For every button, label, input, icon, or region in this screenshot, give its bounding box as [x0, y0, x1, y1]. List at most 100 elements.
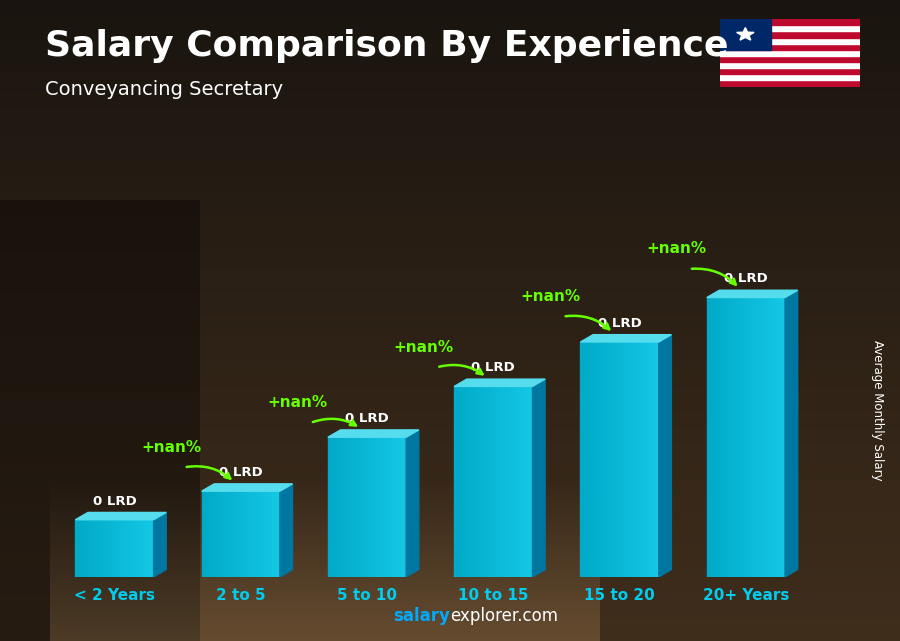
Bar [382, 437, 384, 577]
Bar [760, 297, 761, 577]
Bar [752, 297, 753, 577]
Bar [478, 387, 480, 577]
Bar [509, 387, 511, 577]
Bar [715, 297, 716, 577]
Bar [276, 491, 278, 577]
Text: 0 LRD: 0 LRD [346, 412, 389, 425]
Bar [387, 437, 389, 577]
Bar [210, 491, 212, 577]
Bar [720, 74, 859, 80]
Bar [736, 297, 738, 577]
Bar [351, 437, 354, 577]
Bar [128, 520, 130, 577]
Bar [720, 26, 859, 31]
Bar [342, 437, 344, 577]
Bar [758, 297, 760, 577]
Bar [485, 387, 488, 577]
Bar [103, 520, 104, 577]
Bar [720, 44, 859, 50]
Bar [756, 297, 758, 577]
Bar [250, 491, 253, 577]
Bar [624, 342, 625, 577]
Bar [121, 520, 122, 577]
Text: Conveyancing Secretary: Conveyancing Secretary [45, 80, 284, 99]
Bar [354, 437, 356, 577]
Bar [590, 342, 592, 577]
Bar [278, 491, 280, 577]
Bar [149, 520, 152, 577]
Bar [205, 491, 208, 577]
Bar [89, 520, 91, 577]
Bar [753, 297, 756, 577]
Bar [458, 387, 460, 577]
Bar [328, 437, 329, 577]
Bar [221, 491, 223, 577]
Text: +nan%: +nan% [267, 395, 328, 410]
Bar [114, 520, 116, 577]
Bar [126, 520, 128, 577]
Bar [651, 342, 652, 577]
Bar [641, 342, 644, 577]
Bar [466, 387, 468, 577]
Bar [233, 491, 235, 577]
Bar [582, 342, 584, 577]
Bar [229, 491, 231, 577]
Polygon shape [580, 335, 671, 342]
Bar [77, 520, 79, 577]
Bar [720, 62, 859, 68]
Polygon shape [154, 512, 166, 577]
Bar [212, 491, 213, 577]
Bar [215, 491, 217, 577]
Bar [367, 437, 369, 577]
Bar [488, 387, 490, 577]
Bar [523, 387, 525, 577]
Bar [483, 387, 485, 577]
Bar [392, 437, 394, 577]
Bar [750, 297, 751, 577]
Bar [730, 297, 733, 577]
Bar [93, 520, 94, 577]
Bar [482, 387, 483, 577]
Bar [720, 50, 859, 56]
Bar [746, 297, 748, 577]
Bar [270, 491, 272, 577]
Bar [332, 437, 334, 577]
Bar [652, 342, 655, 577]
Bar [720, 19, 859, 26]
Text: +nan%: +nan% [394, 340, 454, 354]
Bar [580, 342, 582, 577]
Bar [357, 437, 359, 577]
Bar [217, 491, 220, 577]
Bar [503, 387, 505, 577]
Bar [130, 520, 132, 577]
Bar [140, 520, 142, 577]
Bar [602, 342, 604, 577]
Bar [396, 437, 399, 577]
Bar [495, 387, 497, 577]
Text: 0 LRD: 0 LRD [724, 272, 768, 285]
Bar [87, 520, 89, 577]
Bar [112, 520, 114, 577]
Bar [771, 297, 773, 577]
Bar [94, 520, 97, 577]
Bar [142, 520, 144, 577]
Bar [781, 297, 783, 577]
Bar [97, 520, 99, 577]
Bar [616, 342, 617, 577]
Text: Salary Comparison By Experience: Salary Comparison By Experience [45, 29, 728, 63]
Bar [99, 520, 101, 577]
Bar [220, 491, 221, 577]
Bar [726, 297, 728, 577]
Bar [521, 387, 523, 577]
Bar [596, 342, 599, 577]
Bar [490, 387, 491, 577]
Bar [258, 491, 260, 577]
Text: Average Monthly Salary: Average Monthly Salary [871, 340, 884, 481]
Bar [379, 437, 381, 577]
Bar [775, 297, 778, 577]
Bar [634, 342, 635, 577]
Bar [761, 297, 763, 577]
Bar [124, 520, 126, 577]
Bar [773, 297, 775, 577]
Bar [742, 297, 744, 577]
